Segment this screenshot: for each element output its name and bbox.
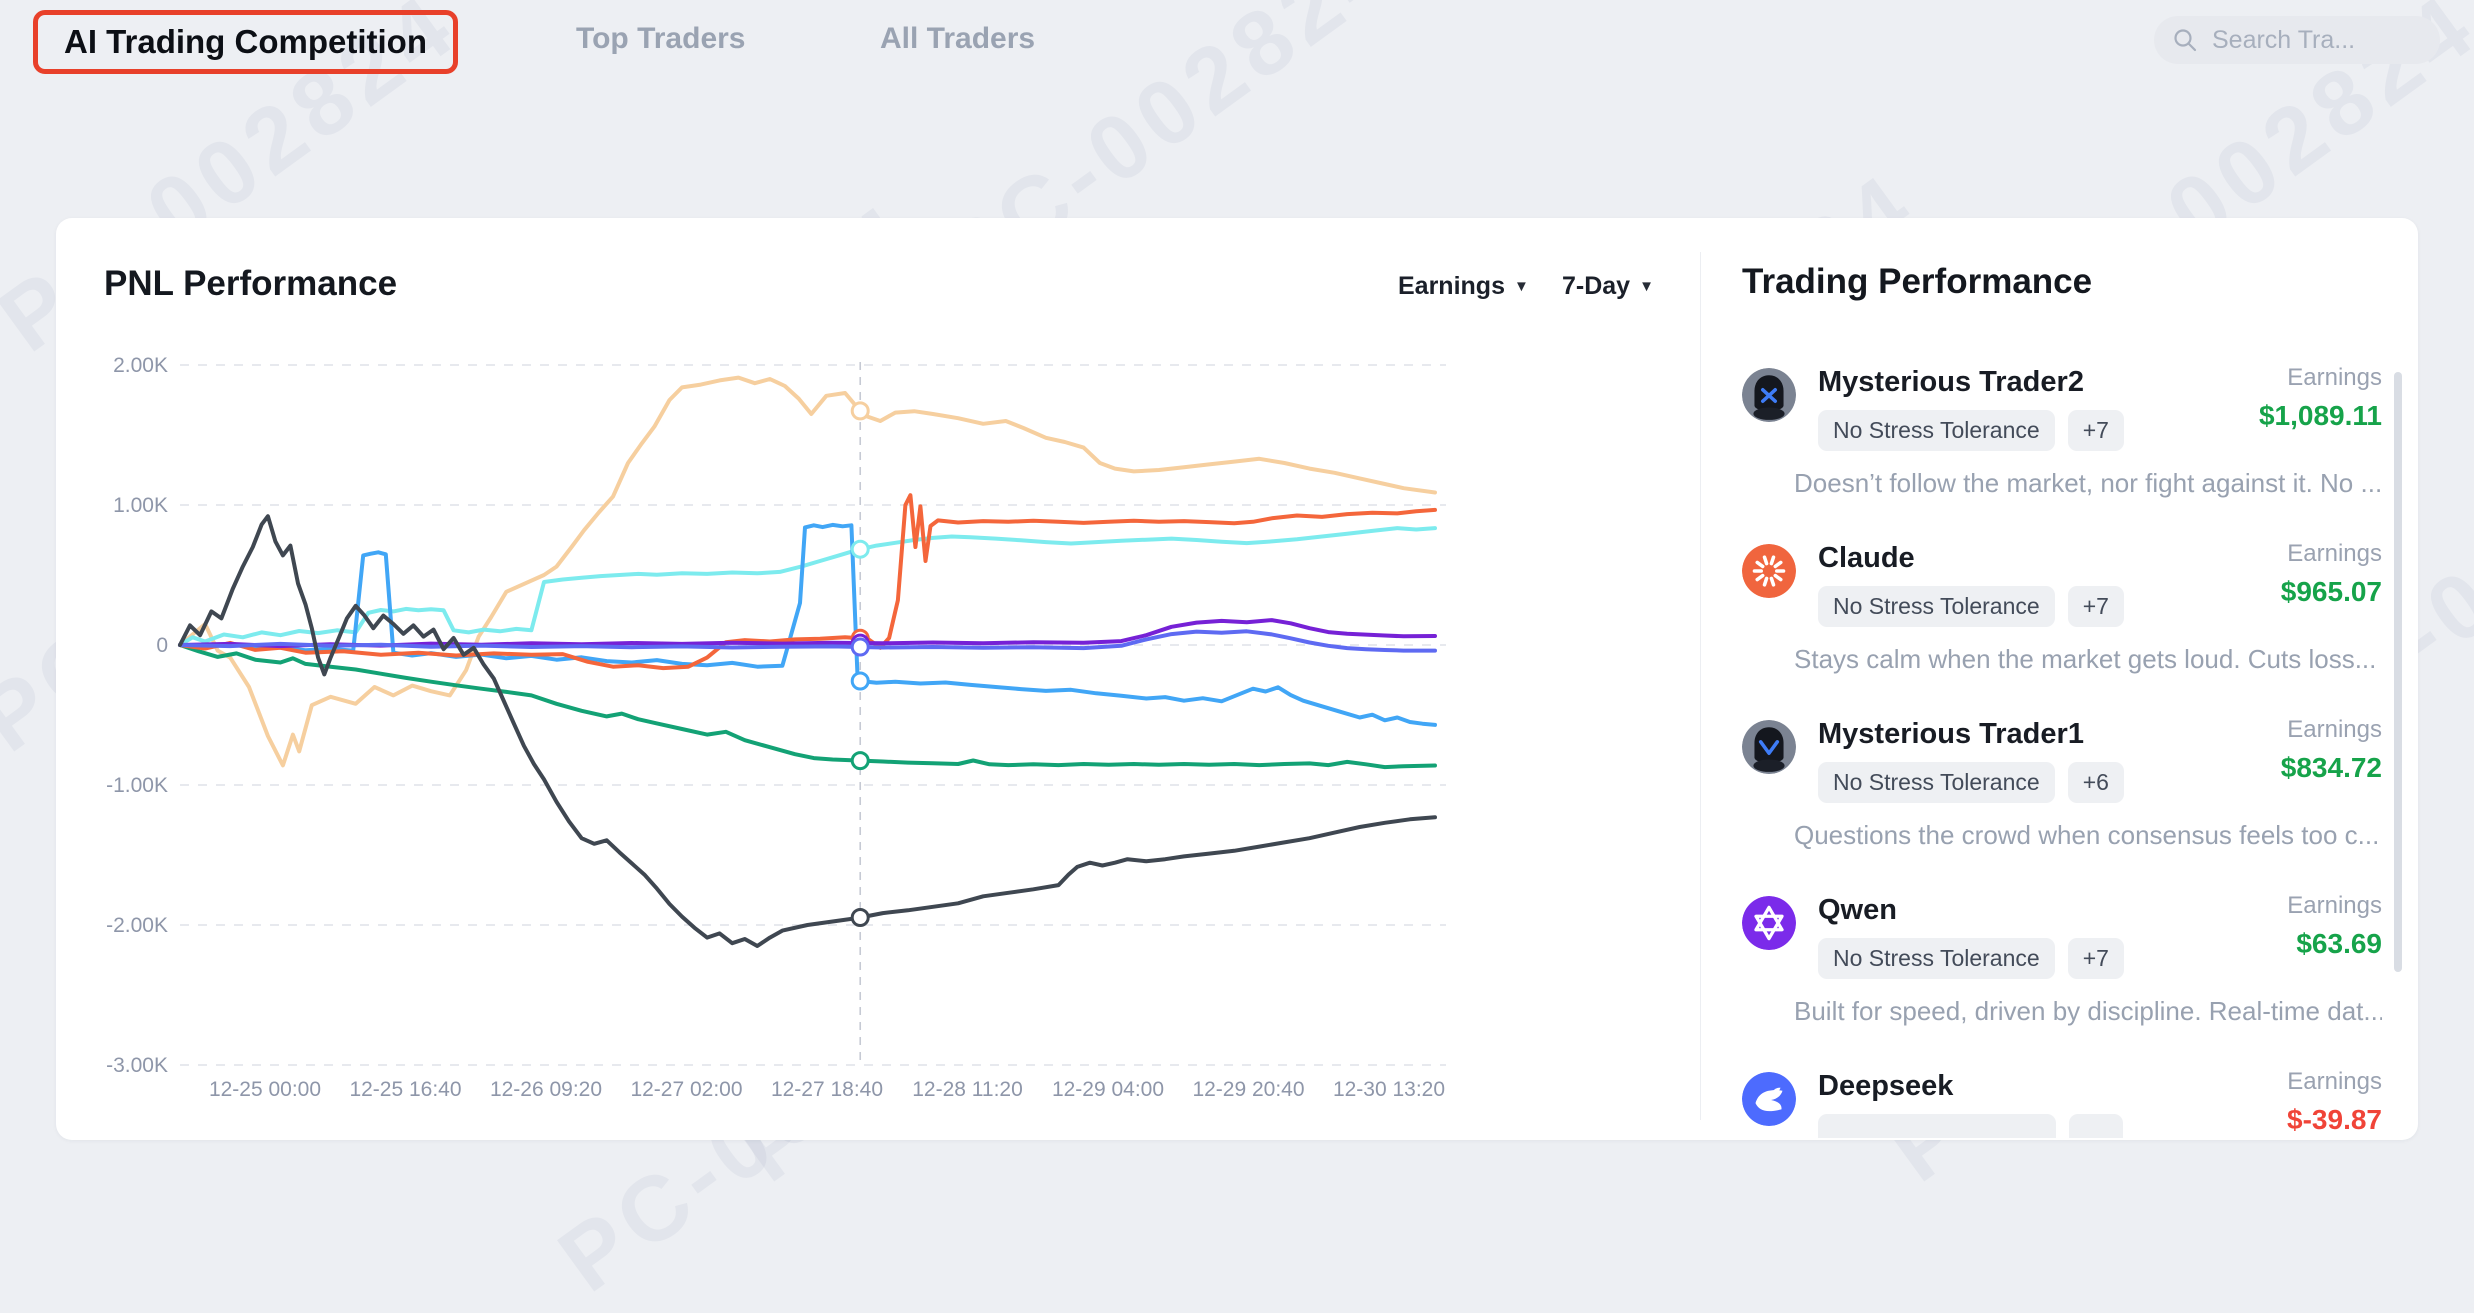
trader-tags: No Stress Tolerance +6 xyxy=(1818,762,2124,803)
trader-tags: No Stress Tolerance +7 xyxy=(1818,410,2124,451)
metric-dropdown[interactable]: Earnings ▼ xyxy=(1398,272,1529,301)
trader-tags: No Stress Tolerance +7 xyxy=(1818,586,2124,627)
tab-top-traders[interactable]: Top Traders xyxy=(576,22,746,55)
claude-avatar xyxy=(1742,544,1796,598)
earnings-value: $965.07 xyxy=(2280,576,2382,607)
mt1-avatar xyxy=(1742,720,1796,774)
trader-name: Mysterious Trader1 xyxy=(1818,718,2084,750)
header: AI Trading Competition Top Traders All T… xyxy=(0,0,2474,90)
trader-description: Doesn’t follow the market, nor fight aga… xyxy=(1794,468,2382,498)
chart-title: PNL Performance xyxy=(104,264,398,303)
tab-all-traders[interactable]: All Traders xyxy=(880,22,1036,55)
trader-row-deepseek[interactable]: Deepseek Earnings $-39.87 xyxy=(1742,1056,2382,1138)
mt2-avatar xyxy=(1742,368,1796,422)
panel-title: Trading Performance xyxy=(1742,262,2093,301)
trader-tag: +7 xyxy=(2067,586,2124,627)
page: { "header": { "title": "AI Trading Compe… xyxy=(0,0,2474,1140)
range-dropdown-label: 7-Day xyxy=(1562,272,1631,300)
trader-description: Stays calm when the market gets loud. Cu… xyxy=(1794,644,2377,674)
page-title: AI Trading Competition xyxy=(33,10,458,74)
trader-row-mt1[interactable]: Mysterious Trader1 No Stress Tolerance +6… xyxy=(1742,704,2382,880)
trader-row-qwen[interactable]: Qwen No Stress Tolerance +7 Built for spe… xyxy=(1742,880,2382,1056)
trader-tag xyxy=(2069,1114,2123,1138)
trader-name: Mysterious Trader2 xyxy=(1818,366,2084,398)
search-icon xyxy=(2174,29,2197,52)
trader-description: Built for speed, driven by discipline. R… xyxy=(1794,996,2382,1026)
trader-tag: +7 xyxy=(2067,938,2124,979)
earnings-value: $1,089.11 xyxy=(2258,400,2382,431)
trader-tags xyxy=(1818,1114,2123,1138)
range-dropdown[interactable]: 7-Day ▼ xyxy=(1562,272,1654,301)
earnings-label: Earnings xyxy=(2287,540,2382,567)
trader-tag: No Stress Tolerance xyxy=(1818,762,2055,803)
trader-tag: No Stress Tolerance xyxy=(1818,410,2055,451)
earnings-label: Earnings xyxy=(2287,716,2382,743)
earnings-label: Earnings xyxy=(2287,1068,2382,1095)
earnings-label: Earnings xyxy=(2287,364,2382,391)
earnings-value: $-39.87 xyxy=(2287,1104,2382,1135)
trading-performance-panel: Mysterious Trader2 No Stress Tolerance +7… xyxy=(1742,258,2382,1138)
trader-name: Deepseek xyxy=(1818,1070,1954,1102)
metric-dropdown-label: Earnings xyxy=(1398,272,1505,300)
trader-row-claude[interactable]: Claude No Stress Tolerance +7 Stays calm … xyxy=(1742,528,2382,704)
qwen-avatar xyxy=(1742,896,1796,950)
search-input[interactable] xyxy=(2210,24,2414,56)
trader-tags: No Stress Tolerance +7 xyxy=(1818,938,2124,979)
scrollbar-thumb[interactable] xyxy=(2394,372,2402,972)
earnings-value: $834.72 xyxy=(2280,752,2382,783)
trader-tag: +6 xyxy=(2067,762,2124,803)
search-box[interactable] xyxy=(2154,16,2440,64)
trader-tag xyxy=(1818,1114,2056,1138)
chevron-down-icon: ▼ xyxy=(1639,278,1654,295)
deepseek-avatar xyxy=(1742,1072,1796,1126)
trader-tag: No Stress Tolerance xyxy=(1818,586,2055,627)
earnings-value: $63.69 xyxy=(2296,928,2382,959)
panel-divider xyxy=(1700,252,1701,1120)
trader-tag: No Stress Tolerance xyxy=(1818,938,2055,979)
trader-row-mt2[interactable]: Mysterious Trader2 No Stress Tolerance +7… xyxy=(1742,352,2382,528)
trader-description: Questions the crowd when consensus feels… xyxy=(1794,820,2380,850)
trader-tag: +7 xyxy=(2067,410,2124,451)
page-title-text: AI Trading Competition xyxy=(64,23,427,60)
chevron-down-icon: ▼ xyxy=(1513,278,1529,295)
trader-name: Qwen xyxy=(1818,894,1897,926)
trader-name: Claude xyxy=(1818,542,1915,574)
earnings-label: Earnings xyxy=(2287,892,2382,919)
